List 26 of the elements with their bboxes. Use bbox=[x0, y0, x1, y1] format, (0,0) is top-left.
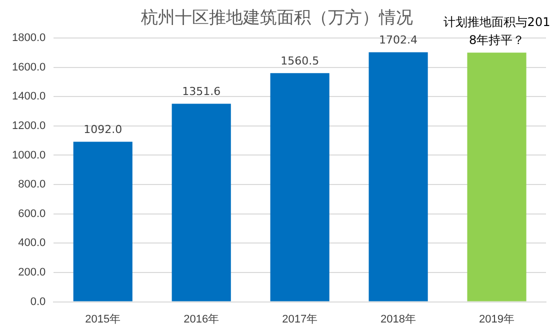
y-tick-label: 1800.0 bbox=[12, 32, 46, 44]
x-tick-label: 2017年 bbox=[282, 313, 318, 326]
y-tick-label: 1200.0 bbox=[12, 120, 46, 132]
x-tick-label: 2019年 bbox=[479, 313, 515, 326]
annotation: 计划推地面积与2018年持平？ bbox=[443, 14, 550, 47]
data-label: 1351.6 bbox=[182, 85, 221, 98]
bar bbox=[73, 142, 132, 302]
x-tick-label: 2015年 bbox=[85, 313, 121, 326]
y-tick-label: 400.0 bbox=[18, 237, 46, 250]
data-label: 1560.5 bbox=[280, 54, 320, 68]
y-tick-label: 1600.0 bbox=[12, 61, 46, 74]
bar bbox=[172, 104, 231, 302]
bar bbox=[368, 52, 428, 302]
x-tick-label: 2016年 bbox=[184, 313, 220, 326]
y-tick-label: 0.0 bbox=[30, 296, 46, 308]
y-tick-label: 600.0 bbox=[18, 208, 46, 220]
bar bbox=[270, 73, 330, 302]
x-tick-label: 2018年 bbox=[380, 313, 416, 326]
chart-title: 杭州十区推地建筑面积（万方）情况 bbox=[141, 8, 413, 28]
y-tick-label: 1000.0 bbox=[12, 149, 46, 162]
data-label: 1702.4 bbox=[379, 34, 418, 47]
bar bbox=[467, 52, 526, 302]
data-label: 1092.0 bbox=[84, 123, 122, 136]
y-tick-label: 1400.0 bbox=[12, 90, 46, 103]
y-tick-label: 800.0 bbox=[18, 178, 46, 191]
y-tick-label: 200.0 bbox=[18, 266, 46, 279]
